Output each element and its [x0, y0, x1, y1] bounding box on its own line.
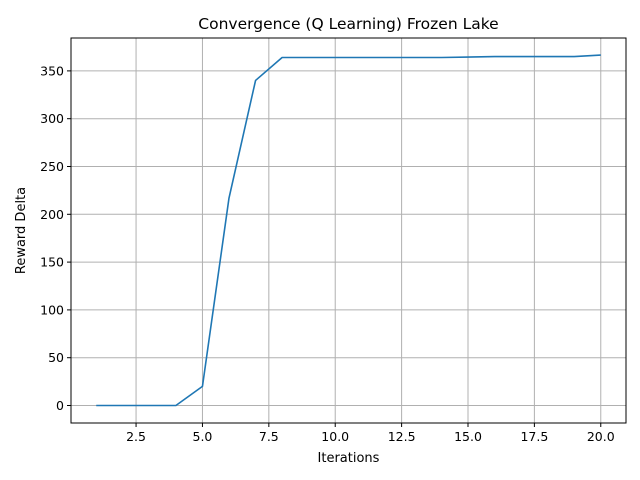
x-tick-label: 7.5: [259, 429, 279, 444]
y-tick-label: 150: [40, 255, 64, 270]
y-tick-label: 300: [40, 111, 64, 126]
x-tick-label: 10.0: [321, 429, 349, 444]
chart-title: Convergence (Q Learning) Frozen Lake: [198, 15, 498, 33]
y-tick-label: 350: [40, 63, 64, 78]
series-layer: [96, 54, 601, 407]
x-axis: 2.5 5.0 7.5 10.0 12.5 15.0 17.5 20.0: [126, 423, 615, 444]
x-tick-label: 20.0: [587, 429, 615, 444]
x-grid: [135, 38, 602, 423]
y-tick-label: 0: [56, 398, 64, 413]
y-tick-label: 250: [40, 159, 64, 174]
x-tick-label: 2.5: [126, 429, 146, 444]
x-tick-label: 15.0: [454, 429, 482, 444]
series-line: [96, 54, 601, 407]
x-tick-label: 17.5: [520, 429, 548, 444]
y-tick-label: 100: [40, 302, 64, 317]
x-tick-label: 12.5: [388, 429, 416, 444]
x-axis-label: Iterations: [318, 451, 380, 466]
y-axis: 0 50 100 150 200 250 300 350: [40, 63, 71, 413]
y-tick-label: 200: [40, 207, 64, 222]
plot-frame: [70, 37, 627, 424]
y-axis-label: Reward Delta: [14, 187, 29, 274]
x-tick-label: 5.0: [193, 429, 213, 444]
y-grid: [71, 70, 626, 407]
y-tick-label: 50: [48, 350, 64, 365]
